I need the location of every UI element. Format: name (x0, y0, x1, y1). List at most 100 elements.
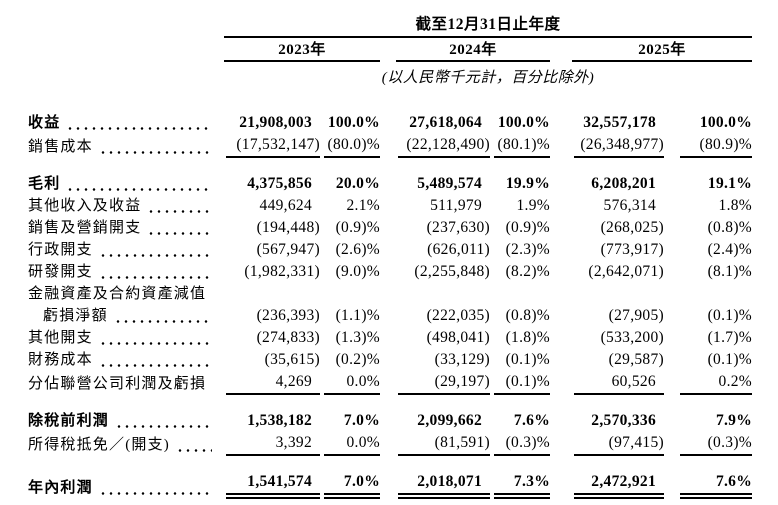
percent-cell: (80.1)% (490, 134, 550, 158)
percent-text: (0.8)% (707, 219, 753, 236)
row-label-text: 行政開支 (28, 242, 93, 258)
value-cell: 449,624 (224, 195, 320, 217)
value-cell: 511,979 (396, 195, 490, 217)
row-label-cell: 除稅前利潤 (28, 410, 224, 432)
value-cell: (29,587) (572, 349, 664, 371)
value-text: (533,200) (600, 329, 664, 346)
value-cell: (29,197) (396, 371, 490, 395)
empty-cells (224, 283, 752, 305)
percent-cell: 7.9% (664, 410, 752, 432)
table-row: 研發開支 (1,982,331) (9.0)% (2,255,848) (8.2)% (2… (28, 261, 752, 283)
value-cell: (35,615) (224, 349, 320, 371)
column-gap (550, 195, 572, 217)
column-gap (380, 305, 396, 327)
value-cell: (27,905) (572, 305, 664, 327)
table-row: 財務成本 (35,615) (0.2)% (33,129) (0.1)% (29,587)… (28, 349, 752, 371)
row-label-cell: 其他收入及收益 (28, 195, 224, 217)
value-text: (2,255,848) (414, 263, 490, 280)
percent-cell: (2.6)% (320, 239, 380, 261)
value-cell: (237,630) (396, 217, 490, 239)
value-text: (22,128,490) (398, 135, 490, 158)
corner-cell (28, 37, 224, 61)
percent-text: (80.1)% (494, 135, 550, 158)
percent-cell: (0.9)% (490, 217, 550, 239)
value-cell: (222,035) (396, 305, 490, 327)
dot-leader (147, 210, 212, 213)
percent-cell: 1.9% (490, 195, 550, 217)
percent-cell: (1.8)% (490, 327, 550, 349)
column-gap (380, 239, 396, 261)
dot-leader (98, 151, 212, 154)
value-cell: 4,375,856 (224, 173, 320, 195)
row-label-cell: 分佔聯營公司利潤及虧損 (28, 371, 224, 395)
column-gap (550, 239, 572, 261)
value-cell: (567,947) (224, 239, 320, 261)
row-label-cell: 銷售及營銷開支 (28, 217, 224, 239)
percent-cell: 19.1% (664, 173, 752, 195)
table-row: 年內利潤 1,541,574 7.0% 2,018,071 7.3% 2,472,921 7… (28, 471, 753, 499)
percent-cell: 0.0% (320, 432, 380, 456)
row-label-cell: 收益 (28, 112, 224, 134)
column-gap (550, 134, 572, 158)
percent-text: (80.0)% (324, 135, 380, 158)
percent-text: 1.9% (516, 197, 550, 214)
value-text: (268,025) (600, 219, 664, 236)
percent-cell: (80.0)% (320, 134, 380, 158)
value-text: 4,269 (226, 372, 320, 395)
table-row: 銷售成本 (17,532,147) (80.0)% (22,128,490) (80.1… (28, 134, 753, 158)
row-label-cell: 虧損淨額 (28, 305, 224, 327)
value-text: 2,018,071 (398, 472, 490, 499)
dot-leader (66, 188, 212, 191)
dot-leader (98, 276, 212, 279)
percent-text: (0.2)% (335, 351, 380, 368)
percent-cell: (80.9)% (664, 134, 753, 158)
column-gap (380, 327, 396, 349)
percent-text: 100.0% (327, 114, 380, 131)
percent-text: (0.1)% (707, 307, 753, 324)
percent-cell: (0.8)% (664, 217, 752, 239)
value-cell: (33,129) (396, 349, 490, 371)
value-cell: 21,908,003 (224, 112, 320, 134)
percent-text: 19.9% (505, 175, 550, 192)
percent-text: (80.9)% (680, 135, 753, 158)
row-label-cell: 銷售成本 (28, 134, 224, 158)
value-text: 5,489,574 (417, 175, 482, 192)
column-gap (380, 112, 396, 134)
dot-leader (98, 254, 212, 257)
percent-cell: (2.4)% (664, 239, 752, 261)
column-gap (380, 37, 396, 61)
value-text: 6,208,201 (591, 175, 656, 192)
percent-cell: (0.2)% (320, 349, 380, 371)
percent-cell: 20.0% (320, 173, 380, 195)
value-text: (97,415) (574, 433, 664, 456)
percent-cell: (8.1)% (664, 261, 752, 283)
row-label-text: 毛利 (28, 176, 61, 192)
value-text: 2,099,662 (417, 412, 482, 429)
column-gap (380, 371, 396, 395)
percent-text: (1.7)% (707, 329, 753, 346)
row-label-text: 除稅前利潤 (28, 413, 110, 429)
row-label-text: 財務成本 (28, 352, 93, 368)
percent-cell: 7.6% (664, 471, 753, 499)
dot-leader (176, 449, 212, 452)
dot-leader (98, 342, 212, 345)
percent-text: (0.9)% (335, 219, 380, 236)
row-label-text: 金融資產及合約資產減值 (28, 286, 207, 302)
value-text: (236,393) (256, 307, 320, 324)
column-gap (380, 173, 396, 195)
value-text: (29,197) (398, 372, 490, 395)
column-gap (550, 173, 572, 195)
percent-cell: (0.3)% (490, 432, 550, 456)
column-gap (380, 261, 396, 283)
column-gap (380, 217, 396, 239)
percent-text: 7.6% (513, 412, 550, 429)
percent-text: (8.1)% (707, 263, 753, 280)
percent-text: (1.8)% (505, 329, 550, 346)
value-cell: (274,833) (224, 327, 320, 349)
row-label-text: 年內利潤 (28, 480, 93, 496)
value-text: (2,642,071) (588, 263, 664, 280)
value-cell: 32,557,178 (572, 112, 664, 134)
value-text: (35,615) (264, 351, 320, 368)
percent-cell: (8.2)% (490, 261, 550, 283)
column-gap (380, 134, 396, 158)
